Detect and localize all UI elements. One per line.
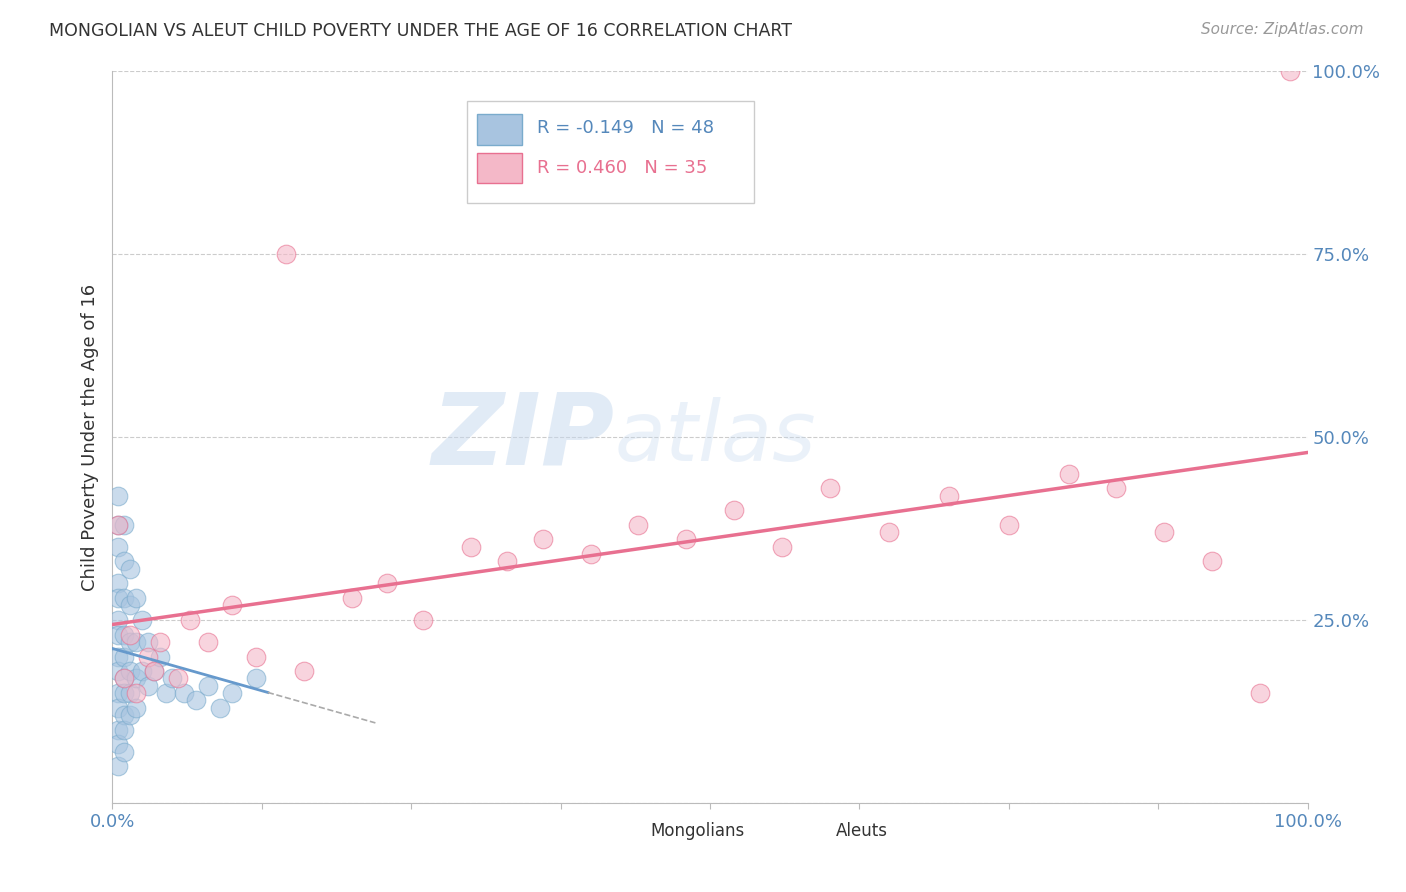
Text: MONGOLIAN VS ALEUT CHILD POVERTY UNDER THE AGE OF 16 CORRELATION CHART: MONGOLIAN VS ALEUT CHILD POVERTY UNDER T… <box>49 22 792 40</box>
Point <box>162 672 183 686</box>
Point <box>274 247 297 261</box>
Point <box>120 686 142 700</box>
Point <box>938 489 960 503</box>
Point <box>197 635 219 649</box>
Point <box>377 576 399 591</box>
Y-axis label: Child Poverty Under the Age of 16: Child Poverty Under the Age of 16 <box>80 284 98 591</box>
Point <box>627 517 650 532</box>
Point <box>125 635 148 649</box>
Point <box>579 547 602 561</box>
Point <box>138 679 160 693</box>
Point <box>107 700 129 714</box>
Point <box>155 686 177 700</box>
Point <box>114 627 135 641</box>
Point <box>245 649 267 664</box>
Point <box>120 635 142 649</box>
Point <box>107 517 129 532</box>
Point <box>125 686 148 700</box>
Point <box>245 672 267 686</box>
Point <box>879 525 901 540</box>
Point <box>114 649 135 664</box>
Point <box>412 613 434 627</box>
Point <box>107 517 129 532</box>
Point <box>114 686 135 700</box>
Text: atlas: atlas <box>614 397 815 477</box>
FancyBboxPatch shape <box>776 820 821 843</box>
Point <box>675 533 697 547</box>
Text: Mongolians: Mongolians <box>651 822 745 839</box>
Text: R = -0.149   N = 48: R = -0.149 N = 48 <box>537 120 714 137</box>
Point <box>107 489 129 503</box>
FancyBboxPatch shape <box>477 153 523 183</box>
Point <box>723 503 745 517</box>
Point <box>770 540 793 554</box>
Point <box>1201 554 1223 568</box>
Point <box>292 664 315 678</box>
Point <box>114 672 135 686</box>
Point <box>460 540 482 554</box>
Point <box>107 613 129 627</box>
Point <box>107 686 129 700</box>
Point <box>114 745 135 759</box>
Point <box>107 591 129 605</box>
Text: Source: ZipAtlas.com: Source: ZipAtlas.com <box>1201 22 1364 37</box>
Point <box>107 723 129 737</box>
Point <box>131 664 153 678</box>
Point <box>221 599 243 613</box>
FancyBboxPatch shape <box>591 820 636 843</box>
Point <box>138 649 160 664</box>
Point <box>114 517 135 532</box>
Point <box>149 649 172 664</box>
Point <box>114 672 135 686</box>
Point <box>221 686 243 700</box>
Point <box>107 664 129 678</box>
Point <box>125 700 148 714</box>
Point <box>125 672 148 686</box>
Point <box>1278 64 1301 78</box>
FancyBboxPatch shape <box>467 101 754 203</box>
Text: R = 0.460   N = 35: R = 0.460 N = 35 <box>537 159 707 177</box>
Point <box>197 679 219 693</box>
Point <box>114 723 135 737</box>
Point <box>167 672 190 686</box>
FancyBboxPatch shape <box>477 114 523 145</box>
Point <box>173 686 195 700</box>
Text: Aleuts: Aleuts <box>835 822 887 839</box>
Text: ZIP: ZIP <box>432 389 614 485</box>
Point <box>1249 686 1271 700</box>
Point <box>143 664 166 678</box>
Point <box>107 576 129 591</box>
Point <box>107 627 129 641</box>
Point <box>120 664 142 678</box>
Point <box>149 635 172 649</box>
Point <box>120 599 142 613</box>
Point <box>1105 481 1128 495</box>
Point <box>138 635 160 649</box>
Point <box>186 693 208 707</box>
Point <box>125 591 148 605</box>
Point <box>1057 467 1080 481</box>
Point <box>107 759 129 773</box>
Point <box>531 533 554 547</box>
Point <box>107 540 129 554</box>
Point <box>998 517 1021 532</box>
Point <box>1153 525 1175 540</box>
Point <box>120 627 142 641</box>
Point <box>496 554 519 568</box>
Point <box>120 708 142 723</box>
Point <box>114 554 135 568</box>
Point <box>209 700 232 714</box>
Point <box>818 481 841 495</box>
Point <box>143 664 166 678</box>
Point <box>107 737 129 751</box>
Point <box>179 613 201 627</box>
Point <box>131 613 153 627</box>
Point <box>107 649 129 664</box>
Point <box>114 591 135 605</box>
Point <box>120 562 142 576</box>
Point <box>114 708 135 723</box>
Point <box>340 591 363 605</box>
